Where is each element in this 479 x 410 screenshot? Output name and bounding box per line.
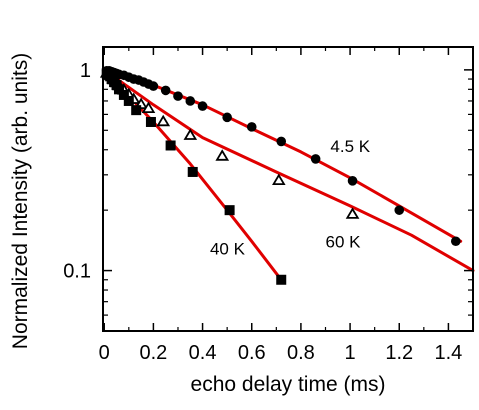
data-point-40-k: [224, 205, 235, 216]
data-point-4-5-k: [246, 122, 257, 132]
series-labels-layer: 4.5 K 60 K 40 K: [210, 137, 371, 259]
data-point-40-k: [118, 89, 129, 100]
x-tick-label: 0.2: [139, 342, 167, 364]
data-point-4-5-k: [450, 236, 461, 247]
fit-lines-layer: [102, 68, 475, 282]
data-point-4-5-k: [394, 205, 405, 215]
fit-line-60-k: [102, 68, 475, 273]
data-point-40-k: [123, 95, 134, 106]
tick-labels-layer: 0 0.2 0.4 0.6 0.8 1 1.2 1.4 0.1 1: [63, 60, 462, 364]
y-tick-label: 0.1: [63, 261, 91, 283]
series-label: 60 K: [325, 233, 361, 252]
y-axis-title: Normalized Intensity (arb. units): [9, 53, 32, 349]
data-point-4-5-k: [222, 112, 232, 123]
plot-frame: [102, 46, 474, 332]
data-point-60-k: [156, 114, 171, 127]
data-point-4-5-k: [148, 81, 159, 91]
series-label: 40 K: [210, 240, 246, 259]
data-markers-layer: [99, 65, 461, 285]
data-point-60-k: [183, 128, 198, 140]
axis-ticks-layer: [103, 47, 473, 331]
y-tick-label: 1: [80, 60, 91, 82]
x-tick-label: 1: [345, 342, 356, 364]
data-point-4-5-k: [173, 91, 183, 101]
x-tick-label: 0.8: [287, 342, 315, 364]
x-tick-label: 0.4: [189, 342, 217, 364]
data-point-60-k: [272, 173, 286, 186]
data-point-4-5-k: [197, 101, 208, 111]
data-point-40-k: [187, 166, 198, 177]
data-point-40-k: [113, 84, 124, 95]
data-point-40-k: [131, 105, 142, 116]
data-point-60-k: [215, 149, 230, 161]
data-point-4-5-k: [160, 85, 171, 96]
x-tick-label: 1.4: [435, 342, 463, 364]
data-point-60-k: [345, 207, 360, 219]
fit-line-4-5-k: [102, 68, 463, 243]
data-point-40-k: [145, 116, 156, 127]
series-label: 4.5 K: [330, 137, 370, 156]
x-tick-label: 0.6: [238, 342, 266, 364]
data-point-40-k: [165, 140, 176, 151]
x-tick-label: 1.2: [385, 342, 413, 364]
data-point-4-5-k: [310, 154, 321, 164]
data-point-40-k: [276, 274, 287, 285]
data-point-4-5-k: [347, 176, 358, 186]
data-point-60-k: [141, 101, 156, 113]
x-tick-label: 0: [99, 342, 110, 364]
fit-line-40-k: [102, 68, 283, 282]
x-axis-title: echo delay time (ms): [191, 373, 386, 396]
data-point-4-5-k: [276, 136, 287, 147]
data-point-4-5-k: [185, 96, 196, 106]
